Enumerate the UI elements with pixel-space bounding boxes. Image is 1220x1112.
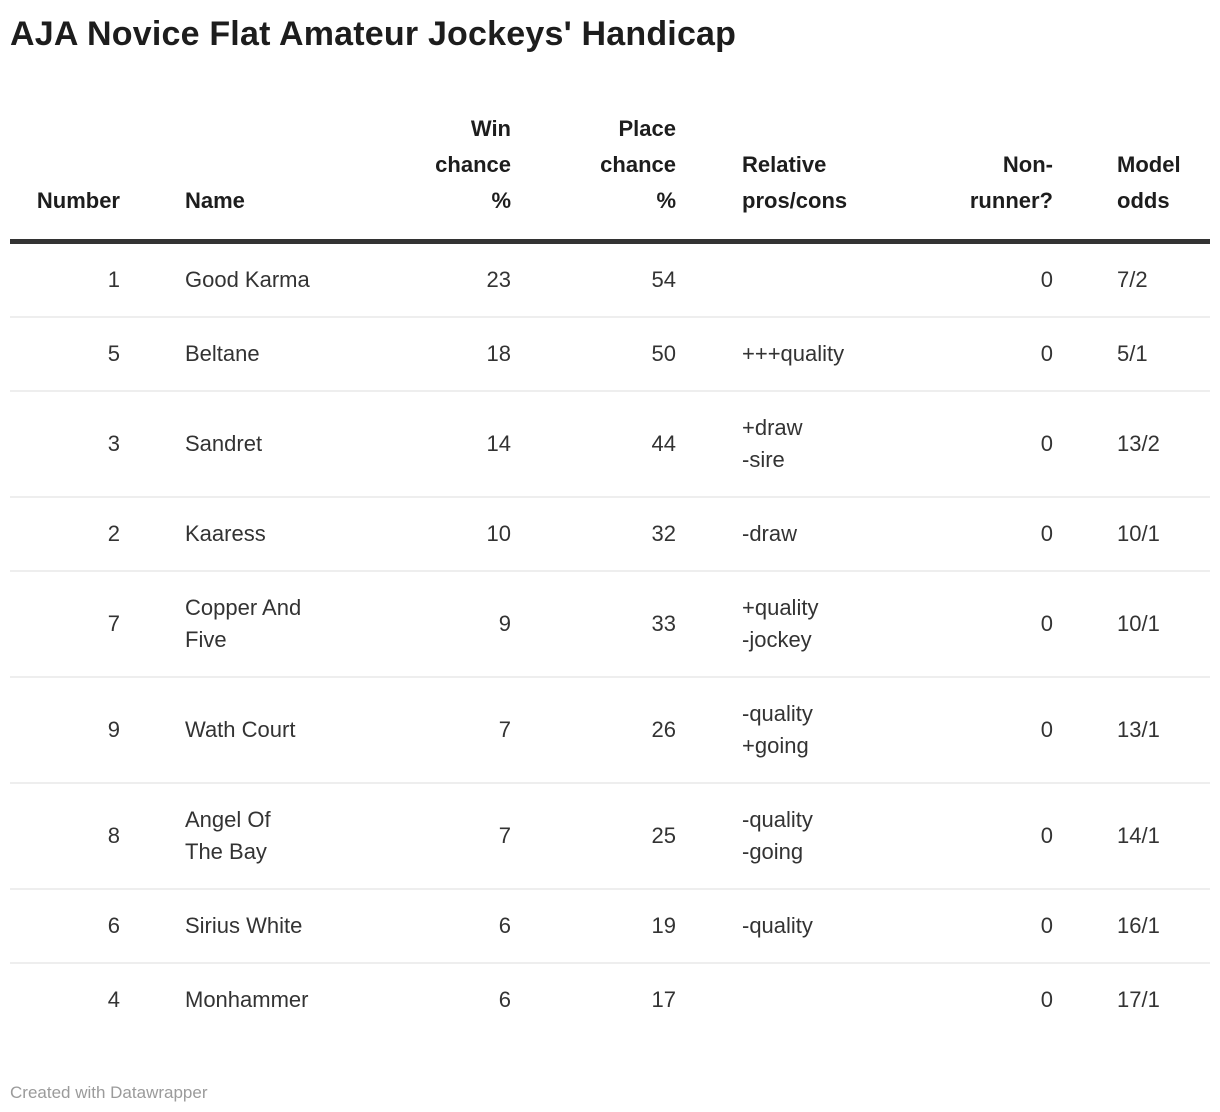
column-header-model-odds: Model odds: [1053, 56, 1210, 244]
cell-number: 9: [10, 676, 120, 784]
cell-proscons: [676, 963, 960, 1036]
cell-number: 1: [10, 241, 120, 318]
cell-place: 54: [511, 241, 676, 318]
cell-proscons: -draw: [676, 496, 960, 572]
table-row: 2 Kaaress 10 32 -draw 0 10/1: [10, 496, 1210, 572]
table-body: 1 Good Karma 23 54 0 7/2 5 Beltane 18 50 +++qualit…: [10, 241, 1210, 1036]
cell-name: Beltane: [120, 316, 365, 392]
cell-odds: 5/1: [1053, 316, 1210, 392]
column-header-number: Number: [10, 56, 120, 244]
cell-win: 9: [365, 570, 511, 678]
page-title: AJA Novice Flat Amateur Jockeys' Handica…: [10, 15, 737, 53]
handicap-table: Number Name Win chance % Place chance % …: [10, 56, 1210, 1036]
cell-name: Sirius White: [120, 888, 365, 964]
cell-name: Wath Court: [120, 676, 365, 784]
cell-nonrunner: 0: [960, 316, 1053, 392]
cell-odds: 7/2: [1053, 241, 1210, 318]
cell-win: 7: [365, 676, 511, 784]
cell-proscons: [676, 241, 960, 318]
cell-proscons: +++quality: [676, 316, 960, 392]
cell-odds: 13/2: [1053, 390, 1210, 498]
cell-win: 6: [365, 888, 511, 964]
cell-odds: 13/1: [1053, 676, 1210, 784]
cell-number: 6: [10, 888, 120, 964]
cell-number: 7: [10, 570, 120, 678]
cell-proscons: -quality -going: [676, 782, 960, 890]
table-row: 9 Wath Court 7 26 -quality +going 0 13/1: [10, 676, 1210, 784]
cell-proscons: +draw -sire: [676, 390, 960, 498]
table-header: Number Name Win chance % Place chance % …: [10, 56, 1210, 244]
cell-place: 33: [511, 570, 676, 678]
table-row: 3 Sandret 14 44 +draw -sire 0 13/2: [10, 390, 1210, 498]
cell-place: 32: [511, 496, 676, 572]
cell-number: 5: [10, 316, 120, 392]
cell-odds: 10/1: [1053, 570, 1210, 678]
column-header-name: Name: [120, 56, 365, 244]
cell-win: 14: [365, 390, 511, 498]
table-row: 8 Angel Of The Bay 7 25 -quality -going 0 14/1: [10, 782, 1210, 890]
cell-odds: 14/1: [1053, 782, 1210, 890]
cell-name: Angel Of The Bay: [120, 782, 365, 890]
column-header-place-chance: Place chance %: [511, 56, 676, 244]
table-row: 1 Good Karma 23 54 0 7/2: [10, 241, 1210, 318]
cell-win: 18: [365, 316, 511, 392]
cell-place: 17: [651, 986, 676, 1012]
cell-name: Good Karma: [120, 241, 365, 318]
cell-odds: 17/1: [1117, 986, 1160, 1012]
column-header-win-chance: Win chance %: [365, 56, 511, 244]
cell-nonrunner: 0: [960, 570, 1053, 678]
cell-nonrunner: 0: [960, 888, 1053, 964]
cell-number: 4: [107, 986, 120, 1012]
cell-nonrunner: 0: [960, 782, 1053, 890]
cell-win: 6: [498, 986, 511, 1012]
cell-nonrunner: 0: [960, 496, 1053, 572]
cell-nonrunner: 0: [960, 390, 1053, 498]
table-row: 7 Copper And Five 9 33 +quality -jockey 0 10/1: [10, 570, 1210, 678]
datawrapper-attribution-link[interactable]: Created with Datawrapper: [10, 1082, 208, 1102]
cell-win: 7: [365, 782, 511, 890]
cell-place: 50: [511, 316, 676, 392]
cell-name: Copper And Five: [120, 570, 365, 678]
cell-name: Monhammer: [185, 986, 309, 1012]
cell-place: 19: [511, 888, 676, 964]
cell-win: 23: [365, 241, 511, 318]
cell-win: 10: [365, 496, 511, 572]
cell-name: Kaaress: [120, 496, 365, 572]
cell-proscons: -quality: [676, 888, 960, 964]
table-row: 4 Monhammer 6 17 0 17/1: [10, 963, 1210, 1036]
cell-odds: 10/1: [1053, 496, 1210, 572]
cell-number: 2: [10, 496, 120, 572]
cell-nonrunner: 0: [960, 241, 1053, 318]
cell-name: Sandret: [120, 390, 365, 498]
cell-nonrunner: 0: [1040, 986, 1053, 1012]
cell-proscons: +quality -jockey: [676, 570, 960, 678]
cell-place: 44: [511, 390, 676, 498]
cell-place: 25: [511, 782, 676, 890]
cell-number: 8: [10, 782, 120, 890]
cell-odds: 16/1: [1053, 888, 1210, 964]
column-header-pros-cons: Relative pros/cons: [676, 56, 960, 244]
table-header-row: Number Name Win chance % Place chance % …: [10, 56, 1210, 244]
cell-nonrunner: 0: [960, 676, 1053, 784]
table-row: 5 Beltane 18 50 +++quality 0 5/1: [10, 316, 1210, 392]
cell-proscons: -quality +going: [676, 676, 960, 784]
cell-place: 26: [511, 676, 676, 784]
attribution-footer: Created with Datawrapper: [10, 1082, 1210, 1104]
column-header-non-runner: Non- runner?: [960, 56, 1053, 244]
table-row: 6 Sirius White 6 19 -quality 0 16/1: [10, 888, 1210, 964]
cell-number: 3: [10, 390, 120, 498]
